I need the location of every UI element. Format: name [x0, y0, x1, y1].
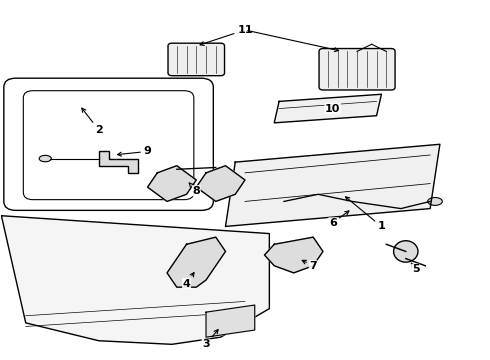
Polygon shape: [167, 237, 225, 287]
Polygon shape: [1, 216, 270, 344]
Ellipse shape: [428, 198, 442, 205]
Text: 7: 7: [302, 260, 317, 271]
FancyBboxPatch shape: [168, 43, 224, 76]
Text: 5: 5: [411, 263, 419, 274]
Ellipse shape: [284, 248, 303, 262]
Text: 11: 11: [200, 25, 253, 45]
Polygon shape: [196, 166, 245, 202]
Text: 10: 10: [325, 104, 341, 113]
Text: 4: 4: [183, 273, 194, 289]
Text: 2: 2: [82, 108, 103, 135]
Polygon shape: [274, 94, 381, 123]
Text: 6: 6: [329, 211, 349, 228]
Ellipse shape: [189, 257, 203, 267]
Text: 3: 3: [202, 329, 218, 349]
Polygon shape: [225, 144, 440, 226]
Text: 1: 1: [345, 197, 385, 231]
Polygon shape: [265, 237, 323, 273]
FancyBboxPatch shape: [319, 49, 395, 90]
Ellipse shape: [393, 241, 418, 262]
Polygon shape: [147, 166, 196, 202]
Polygon shape: [206, 305, 255, 337]
Text: 8: 8: [189, 183, 200, 196]
Text: 9: 9: [118, 147, 151, 157]
Polygon shape: [99, 152, 138, 173]
Ellipse shape: [39, 156, 51, 162]
